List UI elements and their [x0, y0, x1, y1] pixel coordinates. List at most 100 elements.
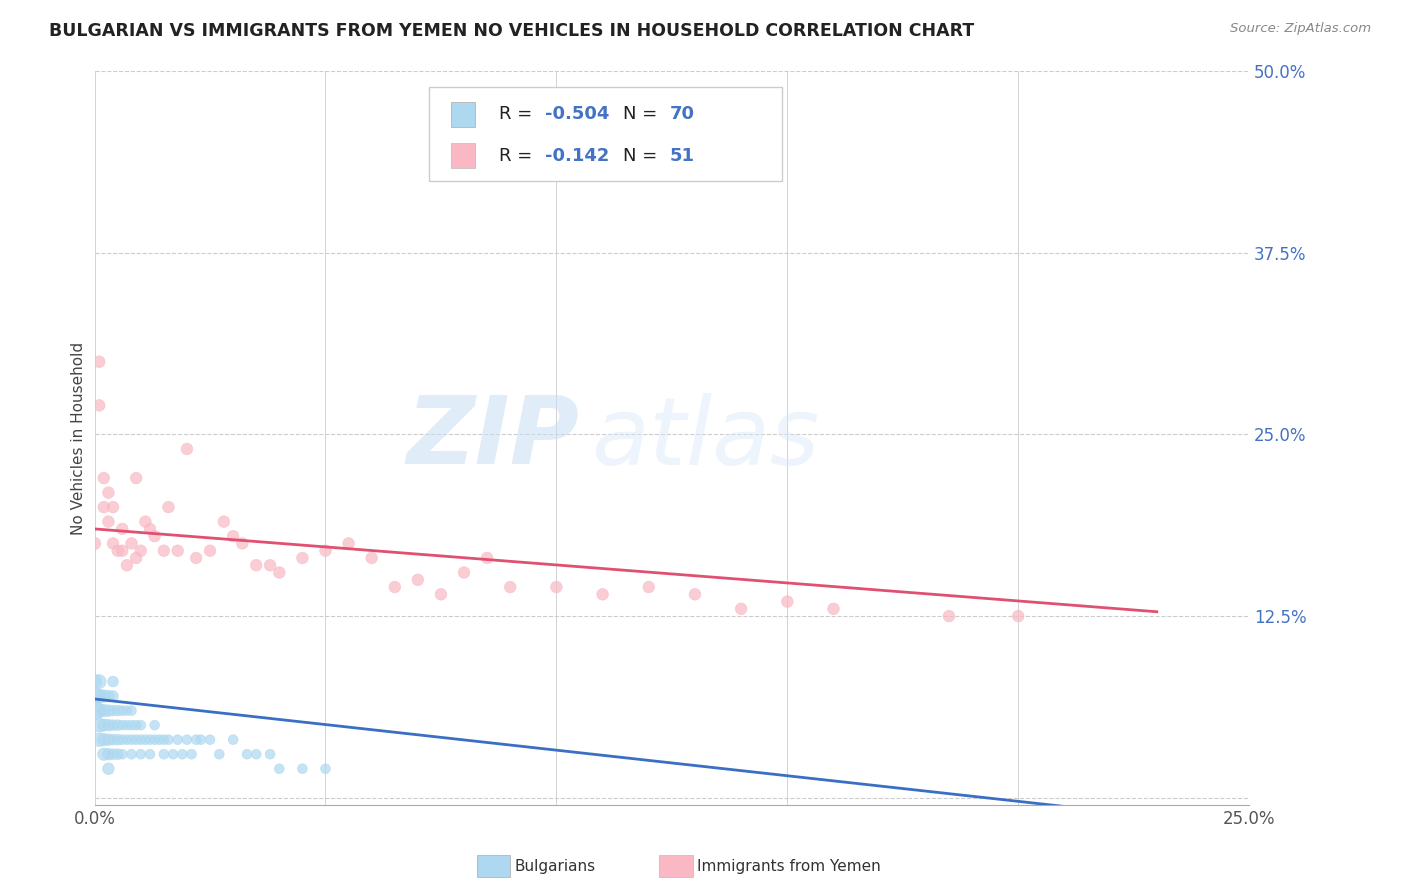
- Point: [89, 718, 111, 732]
- Point: [125, 551, 148, 566]
- Point: [198, 543, 221, 558]
- Point: [93, 732, 115, 747]
- Point: [245, 558, 267, 573]
- Point: [129, 718, 152, 732]
- Point: [83, 674, 105, 689]
- Point: [89, 398, 111, 412]
- Point: [730, 602, 752, 616]
- Point: [269, 762, 291, 776]
- Point: [125, 471, 148, 485]
- Point: [823, 602, 845, 616]
- Point: [93, 471, 115, 485]
- Point: [107, 704, 129, 718]
- Point: [212, 515, 235, 529]
- Point: [115, 732, 138, 747]
- Point: [134, 732, 156, 747]
- Point: [546, 580, 568, 594]
- Point: [101, 704, 124, 718]
- Point: [291, 762, 314, 776]
- Point: [121, 704, 143, 718]
- Point: [107, 718, 129, 732]
- Text: N =: N =: [623, 105, 664, 123]
- Point: [125, 732, 148, 747]
- Point: [143, 732, 166, 747]
- Point: [121, 718, 143, 732]
- Point: [129, 543, 152, 558]
- FancyBboxPatch shape: [451, 102, 475, 127]
- Point: [384, 580, 406, 594]
- Point: [406, 573, 429, 587]
- Point: [89, 355, 111, 369]
- Point: [231, 536, 253, 550]
- Point: [111, 747, 134, 762]
- Point: [162, 747, 184, 762]
- Point: [101, 500, 124, 515]
- Point: [148, 732, 170, 747]
- Point: [89, 704, 111, 718]
- Point: [172, 747, 194, 762]
- Point: [97, 515, 120, 529]
- Point: [139, 522, 162, 536]
- Point: [143, 529, 166, 543]
- Point: [101, 689, 124, 703]
- Point: [101, 732, 124, 747]
- Point: [111, 543, 134, 558]
- Text: atlas: atlas: [591, 392, 820, 483]
- Point: [97, 689, 120, 703]
- Text: 70: 70: [669, 105, 695, 123]
- Point: [453, 566, 475, 580]
- Point: [111, 718, 134, 732]
- Text: R =: R =: [499, 147, 537, 165]
- Point: [176, 732, 198, 747]
- Point: [89, 689, 111, 703]
- Point: [93, 747, 115, 762]
- Text: -0.504: -0.504: [546, 105, 609, 123]
- Point: [776, 594, 799, 608]
- Point: [430, 587, 453, 601]
- Point: [259, 558, 281, 573]
- Point: [222, 529, 245, 543]
- Text: -0.142: -0.142: [546, 147, 609, 165]
- Point: [115, 704, 138, 718]
- Point: [111, 704, 134, 718]
- Point: [166, 732, 188, 747]
- Point: [208, 747, 231, 762]
- Point: [143, 718, 166, 732]
- Point: [83, 689, 105, 703]
- Point: [190, 732, 212, 747]
- Point: [153, 543, 176, 558]
- Point: [176, 442, 198, 456]
- Point: [111, 732, 134, 747]
- Point: [107, 732, 129, 747]
- Text: Source: ZipAtlas.com: Source: ZipAtlas.com: [1230, 22, 1371, 36]
- Point: [245, 747, 267, 762]
- Point: [93, 718, 115, 732]
- Point: [93, 689, 115, 703]
- Point: [125, 718, 148, 732]
- Point: [315, 543, 337, 558]
- Point: [121, 747, 143, 762]
- Point: [259, 747, 281, 762]
- Point: [337, 536, 360, 550]
- Point: [222, 732, 245, 747]
- Point: [1007, 609, 1029, 624]
- Point: [97, 704, 120, 718]
- Point: [315, 762, 337, 776]
- Point: [186, 551, 208, 566]
- Point: [198, 732, 221, 747]
- Point: [269, 566, 291, 580]
- Text: BULGARIAN VS IMMIGRANTS FROM YEMEN NO VEHICLES IN HOUSEHOLD CORRELATION CHART: BULGARIAN VS IMMIGRANTS FROM YEMEN NO VE…: [49, 22, 974, 40]
- Point: [89, 732, 111, 747]
- Point: [101, 747, 124, 762]
- Point: [180, 747, 202, 762]
- Point: [153, 747, 176, 762]
- Point: [83, 704, 105, 718]
- Point: [83, 536, 105, 550]
- Point: [97, 485, 120, 500]
- Text: R =: R =: [499, 105, 537, 123]
- Text: Immigrants from Yemen: Immigrants from Yemen: [697, 859, 882, 873]
- Point: [683, 587, 706, 601]
- Text: Bulgarians: Bulgarians: [515, 859, 596, 873]
- Point: [107, 543, 129, 558]
- Point: [89, 674, 111, 689]
